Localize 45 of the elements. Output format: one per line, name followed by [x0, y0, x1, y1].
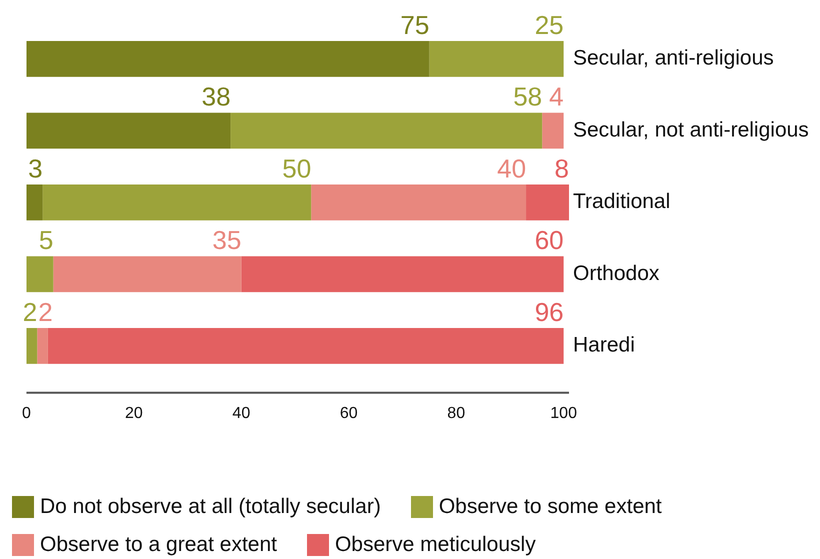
data-label: 58: [513, 82, 542, 112]
bar: [429, 40, 564, 77]
x-tick-label: 0: [22, 404, 31, 422]
legend-label: Observe to some extent: [438, 495, 662, 519]
bar: [26, 328, 38, 364]
bar: [26, 256, 54, 292]
data-label: 60: [534, 225, 564, 256]
legend-label: Observe to a great extent: [40, 533, 277, 557]
bar: [26, 184, 43, 220]
data-label: 4: [549, 82, 564, 112]
x-tick-label: 100: [550, 404, 578, 422]
x-tick-label: 20: [124, 404, 143, 422]
bar: [542, 112, 564, 149]
data-label: 2: [38, 296, 53, 327]
x-tick-label: 80: [447, 404, 466, 422]
bar: [526, 184, 569, 220]
bar: [241, 256, 564, 292]
y-tick-label: Orthodox: [573, 262, 660, 285]
bar: [230, 112, 542, 149]
data-label: 96: [534, 296, 564, 327]
data-label: 2: [22, 296, 38, 327]
data-label: 25: [534, 10, 564, 40]
bar: [26, 40, 430, 77]
x-tick-label: 40: [232, 404, 250, 422]
legend-label: Do not observe at all (totally secular): [40, 495, 381, 519]
legend-label: Observe meticulously: [334, 533, 536, 557]
x-tick-label: 60: [340, 404, 358, 422]
data-label: 35: [212, 225, 242, 256]
y-tick-label: Secular, anti-religious: [573, 46, 774, 70]
data-label: 50: [282, 153, 312, 184]
y-tick-label: Secular, not anti-religious: [573, 118, 809, 142]
bar: [26, 112, 231, 149]
y-tick-label: Traditional: [573, 190, 670, 214]
bar: [53, 256, 242, 292]
data-label: 75: [400, 10, 430, 40]
data-label: 3: [28, 153, 43, 184]
data-label: 5: [38, 225, 54, 256]
y-tick-label: Haredi: [573, 334, 635, 357]
data-label: 38: [202, 82, 231, 112]
bar: [42, 184, 312, 220]
data-label: 8: [554, 153, 570, 184]
bar: [311, 184, 526, 220]
bar: [37, 328, 48, 364]
bar: [48, 328, 564, 364]
data-label: 40: [497, 153, 526, 184]
